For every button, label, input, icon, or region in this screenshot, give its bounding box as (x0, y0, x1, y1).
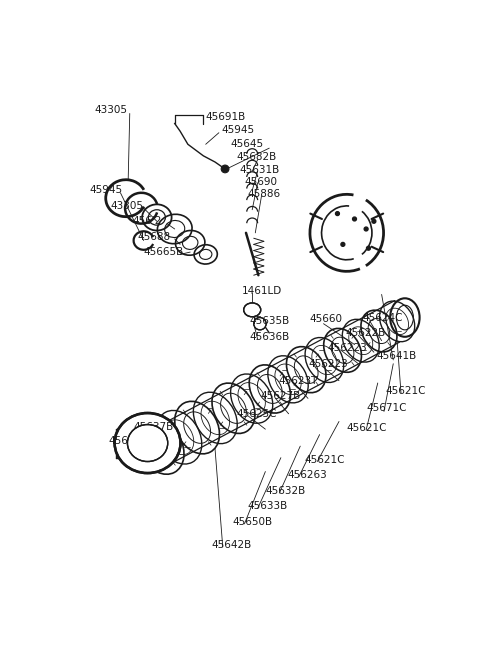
Text: 456223: 456223 (327, 344, 367, 353)
Text: 45691B: 45691B (206, 112, 246, 122)
Text: 456'2: 456'2 (132, 216, 161, 226)
Text: 45660: 45660 (310, 314, 343, 324)
Text: 45622B: 45622B (345, 328, 385, 338)
Text: 43305: 43305 (95, 104, 128, 114)
Ellipse shape (115, 413, 180, 473)
Text: 45624C: 45624C (362, 313, 403, 323)
Text: 45637B: 45637B (133, 422, 174, 432)
Text: 456263: 456263 (287, 470, 327, 480)
Text: 45635B: 45635B (250, 317, 290, 327)
Text: 45650B: 45650B (232, 516, 272, 527)
Text: 43305: 43305 (110, 201, 144, 211)
Circle shape (336, 212, 339, 215)
Circle shape (364, 227, 368, 231)
Text: 45625C: 45625C (237, 409, 277, 419)
Ellipse shape (244, 303, 261, 317)
Text: 45690: 45690 (244, 177, 277, 187)
Text: 45886: 45886 (248, 189, 281, 199)
Text: 45631B: 45631B (240, 165, 280, 175)
Circle shape (221, 165, 229, 173)
Text: 45682B: 45682B (237, 152, 277, 162)
Text: 45642B: 45642B (211, 539, 252, 550)
Text: 456223: 456223 (308, 359, 348, 369)
Circle shape (341, 242, 345, 246)
Circle shape (367, 246, 371, 250)
Circle shape (372, 219, 376, 223)
Text: 45671C: 45671C (366, 403, 407, 413)
Text: 45621C: 45621C (347, 422, 387, 433)
Text: 45945: 45945 (89, 185, 122, 196)
Circle shape (353, 217, 357, 221)
Text: 45642B: 45642B (108, 436, 148, 445)
Circle shape (254, 317, 266, 330)
Text: 45623T: 45623T (278, 376, 318, 386)
Text: 45641B: 45641B (376, 351, 417, 361)
Text: 45645: 45645 (230, 139, 264, 149)
Text: 45627B: 45627B (260, 391, 300, 401)
Text: 45688: 45688 (137, 232, 170, 242)
Text: 45636B: 45636B (250, 332, 290, 342)
Text: 45621C: 45621C (304, 455, 345, 465)
Text: 45945: 45945 (221, 125, 254, 135)
Text: 45633B: 45633B (248, 501, 288, 511)
Text: 1461LD: 1461LD (242, 286, 282, 296)
Text: 45665B: 45665B (144, 247, 184, 257)
Text: 45621C: 45621C (385, 386, 426, 396)
Ellipse shape (127, 424, 168, 461)
Text: 45632B: 45632B (265, 486, 306, 496)
